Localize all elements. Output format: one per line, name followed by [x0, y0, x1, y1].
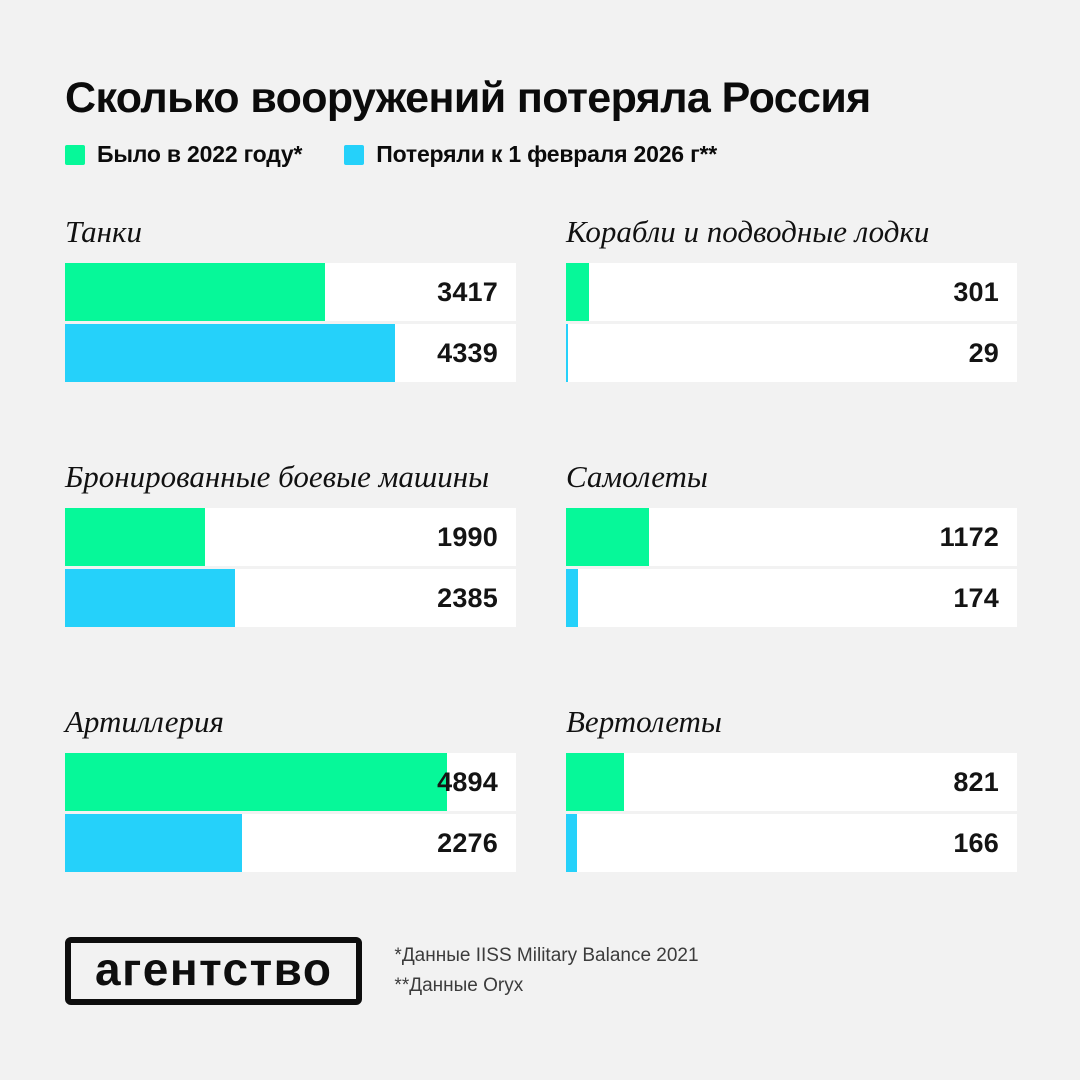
- bar-value-had-2022: 821: [953, 767, 999, 798]
- category-panel: Артиллерия 4894 2276: [65, 703, 516, 873]
- category-title: Вертолеты: [566, 704, 722, 740]
- legend-swatch-blue-icon: [344, 144, 365, 165]
- bar-fill-had-2022: [65, 508, 205, 567]
- bar-fill-had-2022: [566, 263, 589, 322]
- bar-row-had-2022: 1172: [566, 508, 1017, 567]
- footer: агентство *Данные IISS Military Balance …: [65, 937, 1017, 1006]
- infographic-root: Сколько вооружений потеряла Россия Было …: [65, 74, 1017, 1006]
- panels-grid: Танки 3417 4339 Корабли и подводные лодк…: [65, 213, 1017, 873]
- legend-item-lost: Потеряли к 1 февраля 2026 г**: [344, 141, 717, 168]
- bar-value-had-2022: 3417: [437, 277, 498, 308]
- legend-item-had-2022: Было в 2022 году*: [65, 141, 302, 168]
- bar-row-lost: 174: [566, 569, 1017, 628]
- category-title: Самолеты: [566, 459, 708, 495]
- bar-value-lost: 4339: [437, 338, 498, 369]
- category-panel: Корабли и подводные лодки 301 29: [566, 213, 1017, 383]
- bar-row-had-2022: 301: [566, 263, 1017, 322]
- category-panel: Самолеты 1172 174: [566, 458, 1017, 628]
- category-panel: Бронированные боевые машины 1990 2385: [65, 458, 516, 628]
- source-notes: *Данные IISS Military Balance 2021 **Дан…: [394, 941, 698, 1001]
- bar-value-lost: 29: [968, 338, 999, 369]
- bar-fill-lost: [566, 324, 569, 383]
- bar-row-had-2022: 821: [566, 753, 1017, 812]
- category-title: Корабли и подводные лодки: [566, 214, 930, 250]
- legend-swatch-green-icon: [65, 144, 85, 165]
- category-title: Танки: [65, 214, 143, 250]
- legend-label-had-2022: Было в 2022 году*: [97, 141, 303, 168]
- bar-value-had-2022: 301: [953, 277, 999, 308]
- agentstvo-logo-text: агентство: [95, 943, 333, 996]
- bar-fill-lost: [566, 814, 577, 873]
- bar-value-had-2022: 1172: [939, 522, 999, 553]
- footnote-oryx: **Данные Oryx: [394, 975, 524, 997]
- bar-value-lost: 174: [953, 583, 999, 614]
- bar-fill-lost: [566, 569, 579, 628]
- bar-fill-had-2022: [65, 753, 447, 812]
- bar-fill-lost: [65, 569, 235, 628]
- bar-fill-had-2022: [65, 263, 326, 322]
- page-title: Сколько вооружений потеряла Россия: [65, 74, 871, 122]
- bar-value-lost: 2276: [437, 828, 498, 859]
- bar-row-lost: 166: [566, 814, 1017, 873]
- category-title: Артиллерия: [65, 704, 224, 740]
- legend: Было в 2022 году* Потеряли к 1 февраля 2…: [65, 141, 1017, 168]
- bar-fill-had-2022: [566, 753, 624, 812]
- bar-fill-had-2022: [566, 508, 649, 567]
- bar-row-lost: 4339: [65, 324, 516, 383]
- bar-row-lost: 2276: [65, 814, 516, 873]
- category-title: Бронированные боевые машины: [65, 459, 490, 495]
- bar-value-lost: 166: [953, 828, 999, 859]
- bar-value-had-2022: 1990: [437, 522, 498, 553]
- bar-row-had-2022: 3417: [65, 263, 516, 322]
- agentstvo-logo: агентство: [65, 937, 363, 1006]
- bar-row-lost: 2385: [65, 569, 516, 628]
- bar-fill-lost: [65, 324, 396, 383]
- footnote-iiss: *Данные IISS Military Balance 2021: [394, 945, 699, 967]
- bar-row-lost: 29: [566, 324, 1017, 383]
- bar-value-had-2022: 4894: [437, 767, 498, 798]
- bar-row-had-2022: 1990: [65, 508, 516, 567]
- legend-label-lost: Потеряли к 1 февраля 2026 г**: [376, 141, 717, 168]
- category-panel: Танки 3417 4339: [65, 213, 516, 383]
- category-panel: Вертолеты 821 166: [566, 703, 1017, 873]
- bar-fill-lost: [65, 814, 242, 873]
- bar-row-had-2022: 4894: [65, 753, 516, 812]
- bar-value-lost: 2385: [437, 583, 498, 614]
